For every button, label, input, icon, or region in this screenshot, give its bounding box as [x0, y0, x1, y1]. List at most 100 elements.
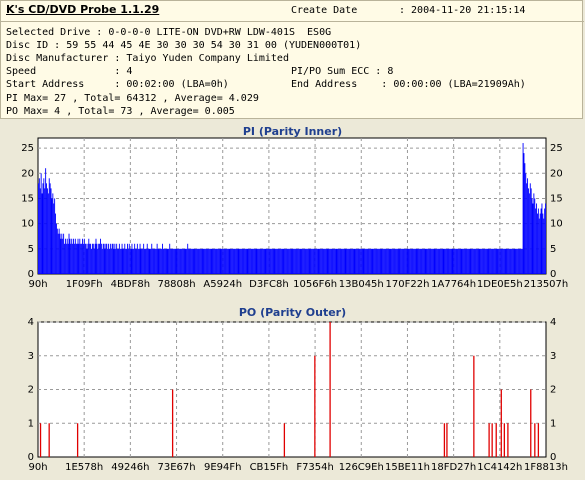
chart-0-bar-446: [439, 248, 440, 274]
chart-0-bar-177: [197, 248, 199, 274]
chart-0-bar-533: [517, 248, 519, 274]
chart-0-bar-371: [371, 248, 373, 274]
chart-0-bar-136: [160, 248, 162, 274]
chart-0-bar-405: [402, 248, 404, 274]
chart-0-bar-329: [333, 248, 335, 274]
chart-0-bar-128: [153, 248, 154, 274]
chart-0-bar-247: [260, 248, 261, 274]
chart-0-bar-42: [75, 243, 77, 274]
chart-0-bar-495: [483, 248, 484, 274]
chart-0-bar-205: [222, 248, 224, 274]
chart-0-bar-397: [394, 248, 396, 274]
chart-0-bar-162: [183, 248, 185, 274]
chart-0-bar-223: [238, 248, 240, 274]
chart-0-bar-384: [383, 248, 385, 274]
chart-0-bar-188: [207, 248, 208, 274]
pi-chart-title: PI (Parity Inner): [242, 125, 343, 138]
po-chart: 0 0 1 1 2 2 3 3 4 4 90h 1E578h 49246h 73E67h 9E94Fh CB1…: [0, 300, 585, 480]
chart-0-bar-146: [169, 243, 171, 274]
chart-0-bar-31: [65, 243, 67, 274]
chart-0-bar-482: [471, 248, 473, 274]
chart-0-bar-210: [226, 248, 228, 274]
chart-0-bar-454: [446, 248, 448, 274]
chart-0-bar-56: [88, 238, 90, 274]
chart-0-bar-339: [342, 248, 344, 274]
chart-0-bar-179: [198, 248, 200, 274]
chart-0-bar-464: [455, 248, 457, 274]
chart-0-bar-529: [513, 248, 515, 274]
chart-0-bar-461: [452, 248, 454, 274]
chart-0-bar-372: [372, 248, 374, 274]
speed: Speed : 4: [6, 66, 133, 77]
chart-0-bar-469: [459, 248, 461, 274]
chart-0-bar-449: [441, 248, 443, 274]
pi-summary: PI Max= 27 , Total= 64312 , Average= 4.0…: [6, 93, 259, 104]
chart-0-bar-494: [482, 248, 484, 274]
chart-0-bar-233: [247, 248, 249, 274]
chart-0-bar-430: [424, 248, 426, 274]
chart-0-bar-406: [403, 248, 404, 274]
chart-0-ytick-left-1: 5: [28, 244, 34, 255]
chart-1-ytick-left-1: 1: [28, 418, 34, 429]
chart-0-bar-287: [296, 248, 297, 274]
chart-0-bar-428: [422, 248, 424, 274]
chart-0-bar-34: [68, 233, 70, 274]
chart-0-bar-152: [174, 248, 176, 274]
chart-0-bar-327: [332, 248, 333, 274]
chart-0-bar-542: [525, 173, 527, 274]
chart-0-bar-548: [530, 188, 532, 274]
chart-0-bar-301: [308, 248, 310, 274]
chart-0-bar-165: [186, 248, 188, 274]
chart-0-bar-214: [230, 248, 232, 274]
chart-0-bar-71: [101, 248, 103, 274]
chart-0-bar-300: [307, 248, 309, 274]
chart-0-bar-85: [114, 243, 116, 274]
chart-0-bar-44: [77, 238, 79, 274]
chart-0-ytick-left-0: 0: [28, 269, 34, 280]
pipo-sum-ecc: PI/PO Sum ECC : 8: [291, 66, 394, 77]
chart-0-bar-80: [109, 243, 111, 274]
chart-0-bar-547: [529, 183, 531, 274]
chart-0-bar-335: [339, 248, 341, 274]
chart-0-bar-168: [189, 248, 190, 274]
chart-0-bar-257: [269, 248, 270, 274]
chart-0-bar-10: [46, 188, 48, 274]
chart-0-bar-203: [220, 248, 222, 274]
chart-0-bar-315: [321, 248, 323, 274]
chart-0-bar-540: [523, 153, 525, 274]
chart-0-bar-289: [297, 248, 299, 274]
chart-0-bar-215: [231, 248, 233, 274]
chart-0-bar-334: [338, 248, 340, 274]
chart-0-bar-3: [40, 173, 42, 274]
chart-0-bar-0: [38, 183, 39, 274]
chart-0-bar-65: [96, 243, 98, 274]
chart-0-bar-366: [367, 248, 368, 274]
chart-0-bar-487: [475, 248, 477, 274]
chart-0-bar-297: [305, 248, 306, 274]
chart-0-bar-57: [89, 243, 91, 274]
chart-0-bar-410: [406, 248, 408, 274]
chart-0-bar-543: [526, 183, 528, 274]
chart-0-bar-488: [476, 248, 478, 274]
chart-0-bar-83: [112, 243, 114, 274]
chart-0-bar-50: [82, 243, 84, 274]
chart-0-bar-296: [304, 248, 306, 274]
chart-0-bar-154: [176, 248, 178, 274]
chart-0-bar-185: [204, 248, 206, 274]
chart-0-bar-437: [430, 248, 432, 274]
chart-0-bar-526: [510, 248, 512, 274]
chart-0-bar-32: [66, 238, 68, 274]
chart-0-bar-562: [543, 218, 545, 274]
chart-0-ytick-right-0: 0: [550, 269, 556, 280]
chart-0-bar-4: [41, 193, 43, 274]
chart-0-bar-213: [229, 248, 231, 274]
chart-0-bar-554: [536, 203, 538, 274]
chart-0-bar-519: [504, 248, 506, 274]
chart-0-bar-22: [57, 233, 59, 274]
chart-0-bar-196: [214, 248, 216, 274]
chart-0-bar-24: [59, 233, 61, 274]
start-address: Start Address : 00:02:00 (LBA=0h): [6, 79, 229, 90]
chart-0-bar-531: [515, 248, 517, 274]
chart-0-bar-208: [225, 248, 226, 274]
po-summary: PO Max= 4 , Total= 73 , Average= 0.005: [6, 106, 235, 117]
